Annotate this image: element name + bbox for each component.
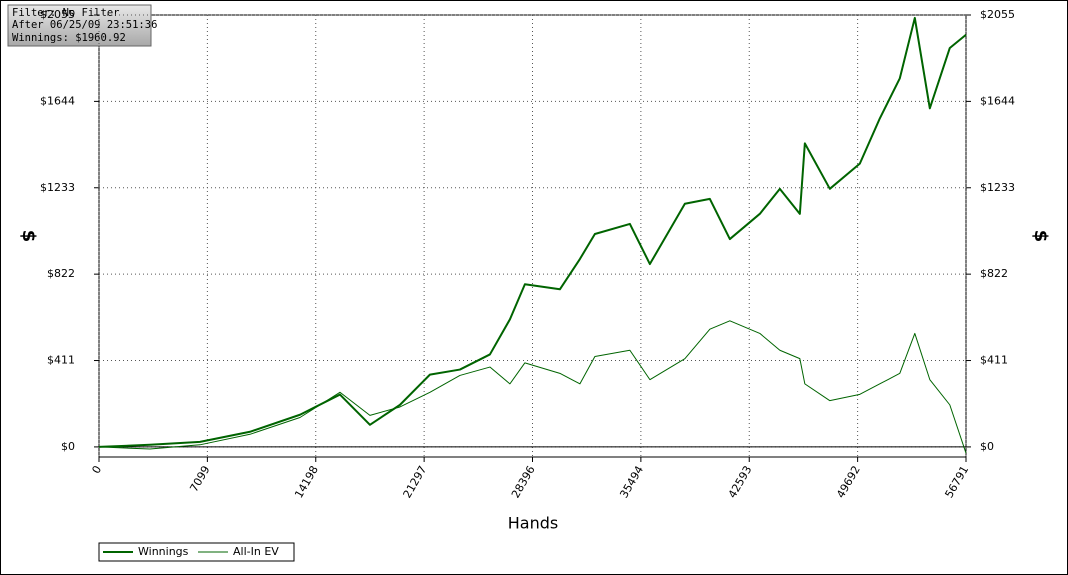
info-line: Winnings: $1960.92 xyxy=(12,32,126,44)
info-line: Filter: No Filter xyxy=(12,7,119,19)
y-tick-label: $0 xyxy=(61,440,75,453)
y-tick-label: $822 xyxy=(47,267,75,280)
y-tick-label: $1233 xyxy=(40,181,75,194)
y2-tick-label: $2055 xyxy=(980,8,1015,21)
y2-tick-label: $1233 xyxy=(980,181,1015,194)
series-line xyxy=(98,16,967,448)
y2-tick-label: $0 xyxy=(980,440,994,453)
legend-label: Winnings xyxy=(138,545,189,558)
y-tick-label: $2055 xyxy=(40,8,75,21)
y2-tick-label: $822 xyxy=(980,267,1008,280)
info-box xyxy=(7,4,152,47)
series-line xyxy=(98,320,967,454)
info-line: After 06/25/09 23:51:36 xyxy=(12,19,157,31)
y-axis-label: $ xyxy=(18,230,39,243)
legend xyxy=(98,542,295,562)
y-tick-label: $411 xyxy=(47,354,75,367)
y2-tick-label: $1644 xyxy=(980,94,1015,107)
y-tick-label: $1644 xyxy=(40,94,75,107)
y2-axis-label: $ xyxy=(1030,230,1051,243)
x-axis-label: Hands xyxy=(508,514,558,533)
legend-label: All-In EV xyxy=(233,545,279,558)
y2-tick-label: $411 xyxy=(980,354,1008,367)
